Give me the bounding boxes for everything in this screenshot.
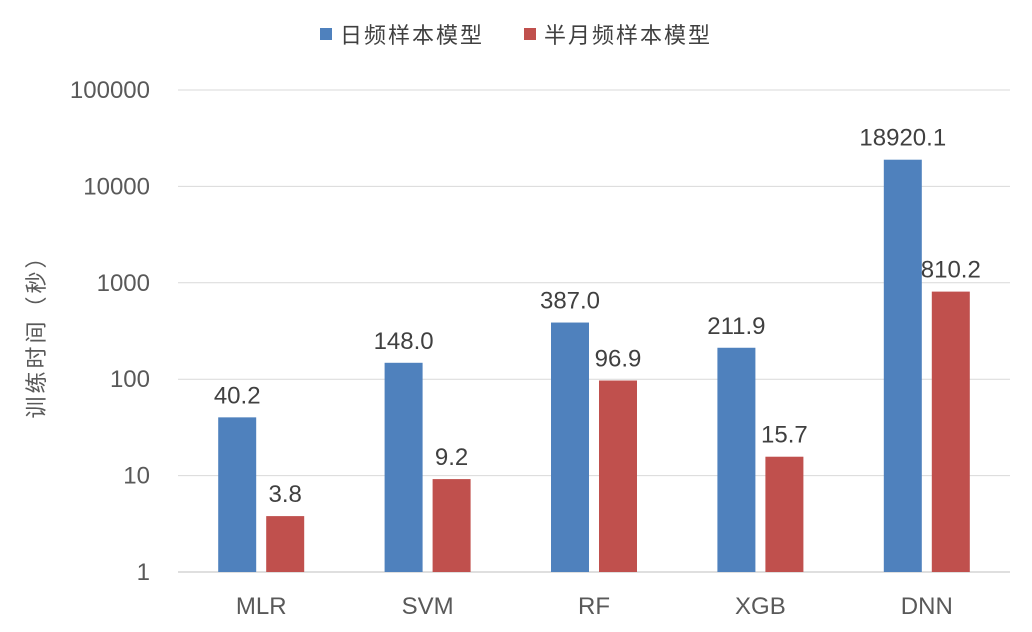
legend-swatch-semimonthly [524,28,536,40]
bar-mlr-daily [218,417,257,572]
x-tick-label-mlr: MLR [236,593,287,620]
data-label-svm-semimonthly: 9.2 [435,444,468,471]
y-tick-label-1: 1 [137,559,150,586]
data-label-svm-daily: 148.0 [374,328,434,355]
bar-dnn-daily [883,159,922,572]
y-tick-label-10000: 10000 [83,173,150,200]
data-label-xgb-daily: 211.9 [707,313,765,340]
legend-label-semimonthly: 半月频样本模型 [544,24,713,49]
bar-xgb-daily [717,347,756,572]
y-tick-label-100000: 100000 [70,77,150,104]
legend: 日频样本模型 半月频样本模型 [0,18,1032,50]
legend-label-daily: 日频样本模型 [339,24,484,49]
legend-item-daily: 日频样本模型 [319,18,484,50]
bar-rf-semimonthly [599,380,637,572]
y-axis-title: 训练时间（秒） [24,243,49,418]
y-tick-label-10: 10 [123,463,150,490]
data-label-mlr-semimonthly: 3.8 [269,481,302,508]
bar-rf-daily [551,322,589,572]
bar-mlr-semimonthly [266,516,305,572]
bar-xgb-semimonthly [765,456,804,572]
data-label-rf-daily: 387.0 [540,288,600,315]
bar-svm-semimonthly [432,479,471,572]
data-label-xgb-semimonthly: 15.7 [761,422,808,449]
data-label-dnn-semimonthly: 810.2 [921,257,981,284]
data-label-mlr-daily: 40.2 [214,382,261,409]
data-label-rf-semimonthly: 96.9 [595,346,642,373]
data-label-dnn-daily: 18920.1 [859,125,946,152]
x-tick-label-xgb: XGB [735,593,786,620]
x-tick-label-svm: SVM [402,593,454,620]
y-tick-label-1000: 1000 [97,270,150,297]
x-tick-label-rf: RF [578,593,610,620]
legend-swatch-daily [319,28,332,40]
legend-item-semimonthly: 半月频样本模型 [524,18,712,50]
x-tick-label-dnn: DNN [901,593,953,620]
bar-dnn-semimonthly [931,291,970,572]
bar-svm-daily [384,362,423,572]
y-tick-label-100: 100 [110,366,150,393]
